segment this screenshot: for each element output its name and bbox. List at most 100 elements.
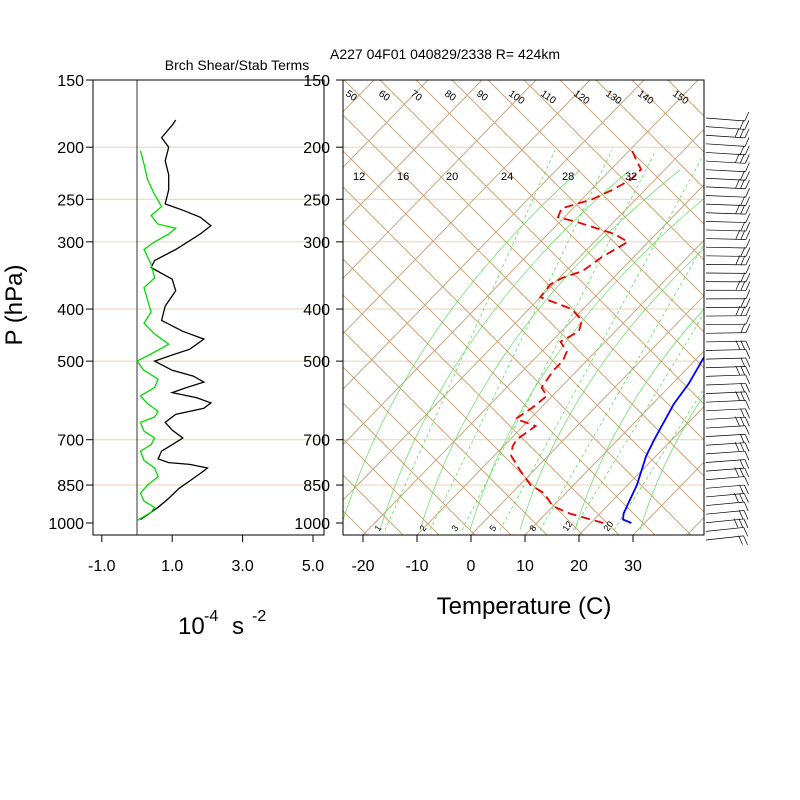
x-units-unit: s (232, 613, 244, 640)
wind-barb (705, 213, 751, 223)
wind-barb (705, 476, 749, 486)
dry-adiabat (667, 80, 704, 117)
wind-barb (705, 441, 750, 452)
skewt-y-tick-label: 850 (303, 478, 330, 495)
dry-adiabat (343, 366, 512, 535)
wind-barb (705, 459, 750, 469)
y-tick-label: 150 (57, 73, 84, 90)
wind-barb (705, 484, 749, 495)
y-tick-label: 400 (57, 302, 84, 319)
wind-barb (705, 238, 751, 249)
wind-barb (705, 365, 751, 376)
mixing-ratio-bottom-label: 20 (601, 519, 615, 533)
wind-barb (705, 153, 750, 164)
wind-barb (705, 305, 751, 317)
skewt-y-tick-label: 250 (303, 192, 330, 209)
isotherm (343, 80, 645, 390)
skewt-series (510, 146, 704, 524)
wind-barb (705, 518, 749, 529)
mixing-ratio-line (384, 149, 556, 531)
y-tick-label: 700 (57, 433, 84, 450)
wind-barb (705, 289, 751, 300)
wind-barb (705, 111, 750, 122)
wind-barb (705, 492, 749, 503)
wind-barb (705, 229, 751, 240)
skewt-y-tick-label: 300 (303, 235, 330, 252)
wind-barb (705, 433, 750, 444)
wind-barb (705, 467, 750, 478)
x-units-unit-exponent: -2 (252, 608, 266, 625)
isotherm (343, 80, 699, 446)
isotherm (0, 80, 320, 535)
moist-adiabat (469, 198, 704, 531)
dry-adiabat (343, 402, 476, 535)
wind-barb (705, 400, 750, 410)
wind-barb (705, 196, 750, 206)
dry-adiabat-label: 110 (538, 88, 558, 106)
skewt-y-tick-label: 200 (303, 140, 330, 157)
dry-adiabat (343, 80, 704, 441)
dry-adiabat (740, 80, 800, 540)
wind-barb (705, 357, 751, 368)
y-tick-label: 1000 (48, 516, 84, 533)
wind-barb (705, 170, 750, 181)
wind-barb (705, 340, 751, 351)
wind-barb (705, 178, 750, 190)
wind-barb (705, 264, 751, 274)
dry-adiabat (343, 150, 704, 513)
dry-adiabat (415, 80, 704, 369)
dry-adiabat (487, 80, 704, 297)
dry-adiabat (451, 80, 704, 333)
isotherm (343, 128, 704, 501)
dry-adiabat (703, 80, 704, 81)
dewpoint-profile (510, 146, 643, 524)
y-tick-label: 850 (57, 478, 84, 495)
dry-adiabat-label: 60 (376, 88, 392, 104)
dry-adiabat (343, 186, 692, 535)
mixing-ratio-top-label: 28 (562, 171, 574, 183)
skewt-x-axis-label: Temperature (C) (437, 593, 612, 620)
skewt-y-tick-label: 150 (303, 73, 330, 90)
mixing-ratio-top-label: 32 (625, 171, 637, 183)
wind-barb (705, 297, 751, 308)
dry-adiabat-label: 140 (635, 88, 655, 107)
wind-barb (705, 535, 748, 546)
dry-adiabat-label: 120 (571, 88, 591, 107)
mixing-ratio-line (461, 149, 657, 531)
skewt-x-tick-label: -20 (351, 558, 374, 575)
mixing-ratio-bottom-label: 5 (487, 523, 498, 533)
wind-barb (705, 323, 751, 334)
wind-barb (705, 162, 750, 173)
wind-barb (705, 501, 749, 512)
wind-barb (705, 188, 750, 198)
mixing-ratio-line (429, 149, 613, 531)
skewt-y-tick-label: 700 (303, 433, 330, 450)
moist-adiabat (419, 169, 681, 531)
skewt-x-tick-label: -10 (405, 558, 428, 575)
left-gridlines (93, 146, 324, 486)
y-axis-label: P (hPa) (1, 265, 28, 346)
left-x-ticks: -1.0 1.0 3.0 5.0 (88, 535, 324, 575)
mixing-ratio-bottom-label: 3 (449, 523, 460, 533)
moist-adiabat (574, 308, 704, 531)
dry-adiabat (379, 80, 704, 405)
temperature-profile (622, 355, 704, 524)
isotherm (343, 80, 591, 335)
dry-adiabat (523, 80, 704, 261)
mixing-ratio-top-label: 12 (353, 171, 365, 183)
mixing-ratio-line (539, 243, 704, 531)
skewt-y-tick-label: 400 (303, 302, 330, 319)
skewt-x-tick-label: 0 (467, 558, 476, 575)
wind-barb (705, 349, 751, 359)
skewt-x-ticks: -20 -10 0 10 20 30 (351, 535, 642, 575)
skewt-plot-frame (342, 79, 705, 536)
isotherm (343, 80, 537, 279)
dry-adiabat-label: 100 (506, 88, 526, 107)
wind-barb (705, 128, 750, 139)
dry-adiabat-label: 50 (343, 88, 359, 104)
x-units-label: 10 -4 s -2 (178, 608, 266, 640)
mixing-ratio-line (613, 388, 704, 531)
isotherm (470, 294, 704, 535)
moist-adiabat (639, 394, 704, 531)
